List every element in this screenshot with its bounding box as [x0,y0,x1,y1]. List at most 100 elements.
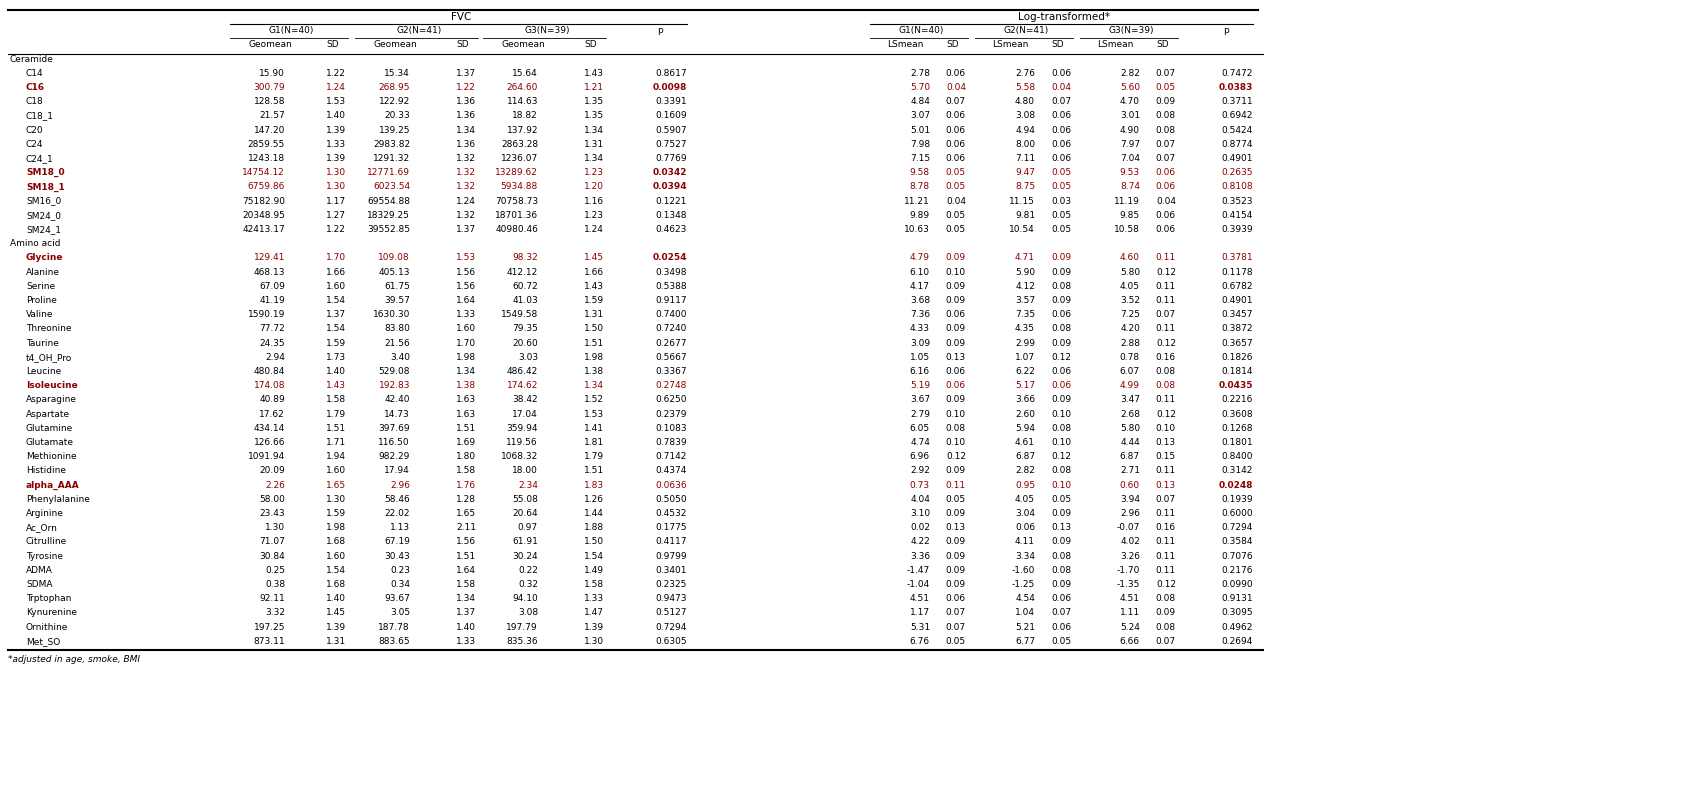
Text: 15.90: 15.90 [259,69,285,78]
Text: SDMA: SDMA [25,580,53,589]
Text: 0.07: 0.07 [946,622,967,632]
Text: 0.06: 0.06 [946,594,967,603]
Text: 0.16: 0.16 [1157,523,1175,532]
Text: 0.05: 0.05 [1157,83,1175,92]
Text: 4.17: 4.17 [911,282,929,291]
Text: 1.34: 1.34 [456,126,477,135]
Text: 0.05: 0.05 [1052,211,1070,220]
Text: 4.05: 4.05 [1119,282,1140,291]
Text: 4.11: 4.11 [1014,538,1035,546]
Text: 0.09: 0.09 [946,551,967,561]
Text: 1.22: 1.22 [326,69,346,78]
Text: 0.02: 0.02 [911,523,929,532]
Text: 1.58: 1.58 [583,580,604,589]
Text: 0.13: 0.13 [1052,523,1070,532]
Text: 0.5907: 0.5907 [655,126,687,135]
Text: SM16_0: SM16_0 [25,197,61,206]
Text: 6.87: 6.87 [1014,452,1035,461]
Text: 0.11: 0.11 [1157,253,1175,263]
Text: 3.07: 3.07 [909,111,929,120]
Text: 300.79: 300.79 [253,83,285,92]
Text: 0.2748: 0.2748 [656,381,687,390]
Text: 3.94: 3.94 [1119,495,1140,504]
Text: 0.06: 0.06 [1014,523,1035,532]
Text: 11.15: 11.15 [1009,197,1035,206]
Text: 2.34: 2.34 [517,480,538,489]
Text: 187.78: 187.78 [378,622,410,632]
Text: 0.10: 0.10 [1157,424,1175,433]
Text: 0.12: 0.12 [1157,339,1175,347]
Text: Isoleucine: Isoleucine [25,381,78,390]
Text: 3.67: 3.67 [909,396,929,405]
Text: 1.58: 1.58 [456,580,477,589]
Text: G2(N=41): G2(N=41) [1004,27,1050,35]
Text: 126.66: 126.66 [253,438,285,447]
Text: 18329.25: 18329.25 [366,211,410,220]
Text: 1.65: 1.65 [456,509,477,518]
Text: 1.21: 1.21 [583,83,604,92]
Text: 7.15: 7.15 [909,154,929,163]
Text: 0.09: 0.09 [946,253,967,263]
Text: 197.79: 197.79 [507,622,538,632]
Text: 0.11: 0.11 [1157,551,1175,561]
Text: 21.57: 21.57 [259,111,285,120]
Text: Phenylalanine: Phenylalanine [25,495,90,504]
Text: Trptophan: Trptophan [25,594,71,603]
Text: -1.25: -1.25 [1013,580,1035,589]
Text: 0.7294: 0.7294 [656,622,687,632]
Text: 0.09: 0.09 [1052,296,1070,305]
Text: 3.47: 3.47 [1119,396,1140,405]
Text: 0.05: 0.05 [1052,182,1070,191]
Text: 0.05: 0.05 [946,211,967,220]
Text: 0.09: 0.09 [946,467,967,476]
Text: 0.08: 0.08 [946,424,967,433]
Text: 1.63: 1.63 [456,409,477,418]
Text: 5.19: 5.19 [909,381,929,390]
Text: Amino acid: Amino acid [10,239,61,248]
Text: 0.3608: 0.3608 [1221,409,1253,418]
Text: 0.07: 0.07 [946,98,967,106]
Text: 0.11: 0.11 [1157,396,1175,405]
Text: 2983.82: 2983.82 [373,139,410,149]
Text: 1.30: 1.30 [265,523,285,532]
Text: 0.3142: 0.3142 [1221,467,1253,476]
Text: 0.5667: 0.5667 [655,353,687,362]
Text: 0.06: 0.06 [1157,225,1175,234]
Text: 0.5424: 0.5424 [1221,126,1253,135]
Text: 137.92: 137.92 [507,126,538,135]
Text: 8.74: 8.74 [1119,182,1140,191]
Text: 412.12: 412.12 [507,268,538,276]
Text: 0.8400: 0.8400 [1221,452,1253,461]
Text: 1.36: 1.36 [456,111,477,120]
Text: 0.06: 0.06 [1052,69,1070,78]
Text: 0.07: 0.07 [1157,495,1175,504]
Text: 0.4623: 0.4623 [656,225,687,234]
Text: 1068.32: 1068.32 [500,452,538,461]
Text: 0.7769: 0.7769 [655,154,687,163]
Text: C14: C14 [25,69,44,78]
Text: Ornithine: Ornithine [25,622,68,632]
Text: G1(N=40): G1(N=40) [268,27,314,35]
Text: 1.68: 1.68 [326,538,346,546]
Text: 1.54: 1.54 [326,296,346,305]
Text: 0.07: 0.07 [1052,609,1070,617]
Text: 0.25: 0.25 [265,566,285,575]
Text: 0.08: 0.08 [1157,367,1175,376]
Text: 0.4901: 0.4901 [1221,154,1253,163]
Text: 0.2677: 0.2677 [655,339,687,347]
Text: 3.57: 3.57 [1014,296,1035,305]
Text: SD: SD [327,40,339,49]
Text: 0.13: 0.13 [1157,480,1175,489]
Text: 15.34: 15.34 [385,69,410,78]
Text: SM18_0: SM18_0 [25,168,64,177]
Text: 0.07: 0.07 [1157,139,1175,149]
Text: 4.51: 4.51 [911,594,929,603]
Text: 4.54: 4.54 [1016,594,1035,603]
Text: 4.74: 4.74 [911,438,929,447]
Text: 6.87: 6.87 [1119,452,1140,461]
Text: 0.15: 0.15 [1157,452,1175,461]
Text: 1.37: 1.37 [456,609,477,617]
Text: 1.88: 1.88 [583,523,604,532]
Text: 3.01: 3.01 [1119,111,1140,120]
Text: 15.64: 15.64 [512,69,538,78]
